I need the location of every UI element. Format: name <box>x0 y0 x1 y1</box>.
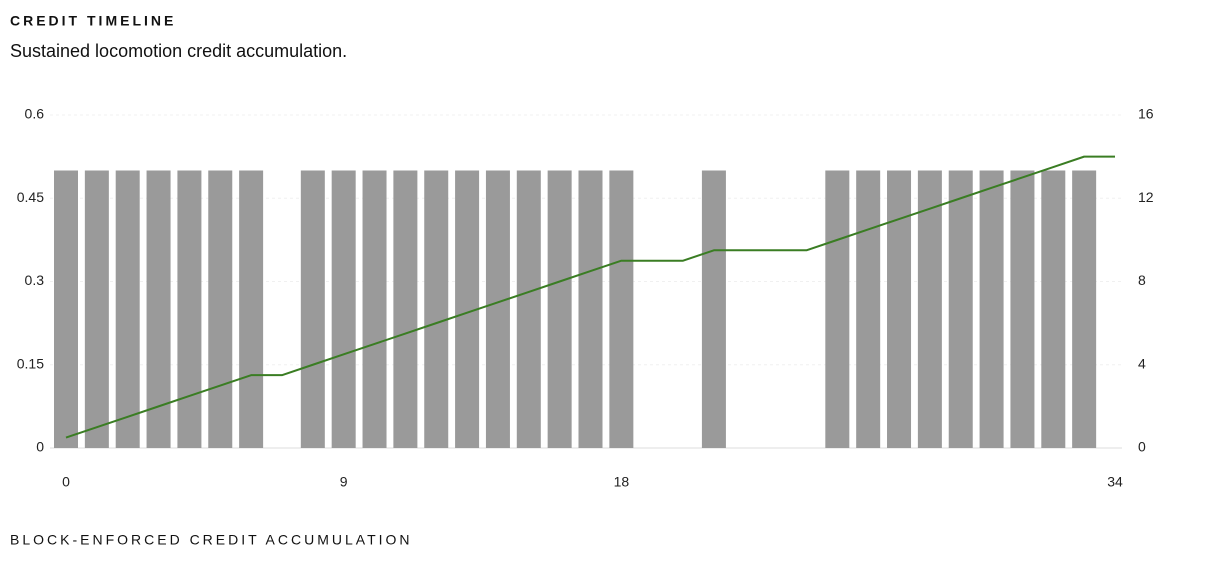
bar <box>362 170 387 448</box>
chart-title: CREDIT TIMELINE <box>10 13 176 29</box>
y-tick-label: 0 <box>36 439 44 455</box>
bar <box>331 170 356 448</box>
x-tick-label: 0 <box>62 474 70 490</box>
bar <box>115 170 140 448</box>
bar <box>177 170 202 448</box>
bar <box>979 170 1004 448</box>
bar <box>701 170 726 448</box>
chart-subtitle: Sustained locomotion credit accumulation… <box>10 41 347 61</box>
bar <box>84 170 109 448</box>
bar <box>1041 170 1066 448</box>
y2-tick-label: 12 <box>1138 189 1154 205</box>
bar <box>609 170 634 448</box>
bar <box>547 170 572 448</box>
bar <box>1010 170 1035 448</box>
y2-tick-label: 4 <box>1138 355 1146 371</box>
x-tick-label: 34 <box>1107 474 1123 490</box>
bar <box>424 170 449 448</box>
y-tick-label: 0.45 <box>17 189 44 205</box>
bar <box>887 170 912 448</box>
bar <box>825 170 850 448</box>
x-tick-label: 18 <box>614 474 630 490</box>
bar <box>239 170 264 448</box>
bar <box>208 170 233 448</box>
y-tick-label: 0.6 <box>25 106 45 122</box>
y2-tick-label: 8 <box>1138 272 1146 288</box>
bar <box>300 170 325 448</box>
bar <box>856 170 881 448</box>
y-tick-label: 0.15 <box>17 355 44 371</box>
bar <box>146 170 171 448</box>
bar <box>917 170 942 448</box>
line <box>65 155 1115 439</box>
bar <box>485 170 510 448</box>
x-tick-label: 9 <box>340 474 348 490</box>
bar <box>578 170 603 448</box>
y2-tick-label: 16 <box>1138 106 1154 122</box>
bar <box>393 170 418 448</box>
bar <box>948 170 973 448</box>
section-heading: BLOCK-ENFORCED CREDIT ACCUMULATION <box>10 532 413 548</box>
bar <box>1072 170 1097 448</box>
bar <box>516 170 541 448</box>
bar <box>54 170 78 448</box>
y-tick-label: 0.3 <box>25 272 45 288</box>
y2-tick-label: 0 <box>1138 439 1146 455</box>
